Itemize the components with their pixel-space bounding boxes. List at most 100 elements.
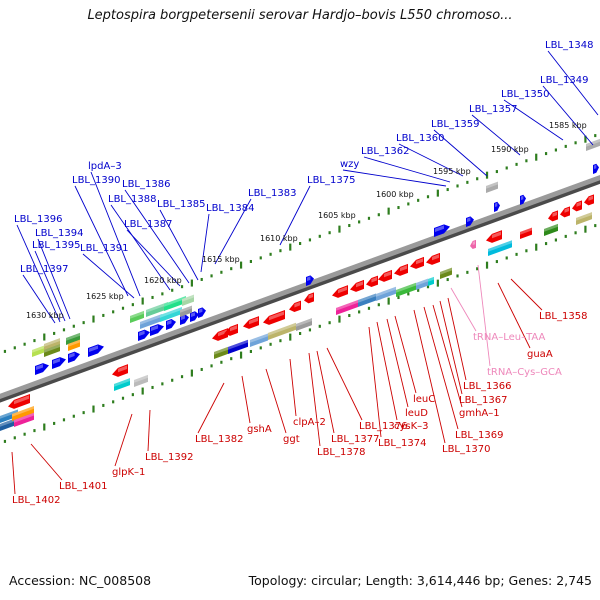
feature-block-shine [140,313,162,325]
red-gene [378,269,392,282]
bottom-gene-label[interactable]: LBL_1382 [195,434,243,445]
leader-line [423,306,459,430]
blue-gene-shape [166,318,176,330]
bottom-gene-label[interactable]: leuD [405,408,428,419]
leader-line [147,409,151,452]
bottom-gene-label[interactable]: tRNA–Leu–TAA [473,332,546,343]
blue-gene [466,216,474,227]
feature-block-shape [376,286,396,301]
top-gene-label[interactable]: LBL_1383 [248,188,296,199]
top-gene-label[interactable]: LBL_1385 [157,199,205,210]
top-gene-label[interactable]: LBL_1360 [396,133,444,144]
bottom-gene-label[interactable]: LBL_1366 [463,381,511,392]
top-gene-label[interactable]: LBL_1397 [20,264,68,275]
red-gene [224,323,238,336]
top-gene-label[interactable]: LBL_1349 [540,75,588,86]
blue-gene-shape [466,216,474,227]
red-gene [572,200,582,212]
top-gene-label[interactable]: LBL_1396 [14,214,62,225]
tick-mark [13,346,16,350]
top-gene-label[interactable]: LBL_1391 [80,243,128,254]
top-gene-label[interactable]: LBL_1387 [124,219,172,230]
bottom-gene-label[interactable]: guaA [527,349,553,360]
top-gene-label[interactable]: LBL_1386 [122,179,170,190]
top-gene-label[interactable]: LBL_1395 [32,240,80,251]
tick-mark [594,224,597,228]
top-gene-label[interactable]: lpdA–3 [88,161,122,172]
bottom-gene-label[interactable]: LBL_1377 [331,434,379,445]
kbp-label: 1610 kbp [260,234,298,243]
tick-mark [505,166,508,170]
tick-mark [53,331,56,335]
bottom-gene-label[interactable]: gshA [247,424,272,435]
tick-mark [358,220,361,224]
tick-mark [62,328,66,332]
tick-mark [33,339,36,343]
top-gene-label[interactable]: LBL_1375 [307,175,355,186]
bottom-gene-label[interactable]: LBL_1402 [12,495,60,506]
blue-gene-shine [139,330,145,337]
kbp-label: 1630 kbp [26,311,64,320]
tick-mark [180,375,184,379]
top-gene-label[interactable]: LBL_1394 [35,228,83,239]
blue-gene-shine [181,315,185,321]
bottom-gene-label[interactable]: LBL_1376 [359,421,407,432]
tick-mark [535,153,538,161]
bottom-gene-label[interactable]: LBL_1374 [378,438,426,449]
red-gene-shine [416,258,423,265]
bottom-gene-label[interactable]: LBL_1358 [539,311,587,322]
feature-block-shape [358,293,376,307]
red-gene-shine [400,265,407,272]
top-gene-label[interactable]: wzy [340,159,359,170]
bottom-gene-label[interactable]: cysK–3 [394,421,429,432]
top-gene-label[interactable]: LBL_1390 [72,175,120,186]
top-gene-label[interactable]: LBL_1348 [545,40,593,51]
feature-block-shape [44,344,60,357]
bottom-gene-label[interactable]: LBL_1392 [145,452,193,463]
feature-block-shine [68,339,80,347]
kbp-label: 1605 kbp [318,211,356,220]
bottom-gene-label[interactable]: gmhA–1 [459,408,500,419]
bottom-gene-label[interactable]: glpK–1 [112,467,145,478]
feature-block [428,276,434,286]
top-gene-label[interactable]: LBL_1388 [108,194,156,205]
leader-line [471,114,521,156]
tick-mark [210,274,213,278]
tick-mark [151,385,154,389]
leader-line [200,213,210,273]
tick-mark [338,315,341,323]
tick-mark [72,414,75,418]
feature-block-shine [180,305,192,313]
bottom-gene-label[interactable]: ggt [283,434,300,445]
red-gene [560,206,570,218]
bottom-gene-label[interactable]: leuC [413,394,435,405]
bottom-gene-label[interactable]: LBL_1369 [455,430,503,441]
bottom-gene-label[interactable]: LBL_1367 [459,395,507,406]
red-gene-shine [269,311,284,321]
tick-mark [338,225,341,233]
feature-block [486,181,498,193]
top-gene-label[interactable]: LBL_1384 [206,203,254,214]
feature-block [114,378,130,391]
leader-line [376,321,398,421]
top-gene-label[interactable]: LBL_1362 [361,146,409,157]
red-gene-shine [230,325,237,332]
topology-text: Topology: circular; Length: 3,614,446 bp… [248,573,592,588]
blue-gene-shine [199,308,203,314]
top-gene-label[interactable]: LBL_1357 [469,104,517,115]
bottom-gene-label[interactable]: LBL_1378 [317,447,365,458]
bottom-gene-label[interactable]: LBL_1370 [442,444,490,455]
bottom-gene-label[interactable]: clpA–2 [293,417,326,428]
feature-block-shine [428,276,434,282]
red-gene-shape [212,328,228,341]
bottom-gene-label[interactable]: tRNA–Cys–GCA [487,367,562,378]
kbp-label: 1625 kbp [86,292,124,301]
feature-block-shape [68,339,80,351]
bottom-gene-label[interactable]: LBL_1401 [59,481,107,492]
top-gene-label[interactable]: LBL_1350 [501,89,549,100]
top-gene-label[interactable]: LBL_1359 [431,119,479,130]
red-gene-shine [552,211,557,217]
tick-mark [426,195,430,199]
tick-mark [554,238,558,242]
feature-block-shape [296,318,312,331]
